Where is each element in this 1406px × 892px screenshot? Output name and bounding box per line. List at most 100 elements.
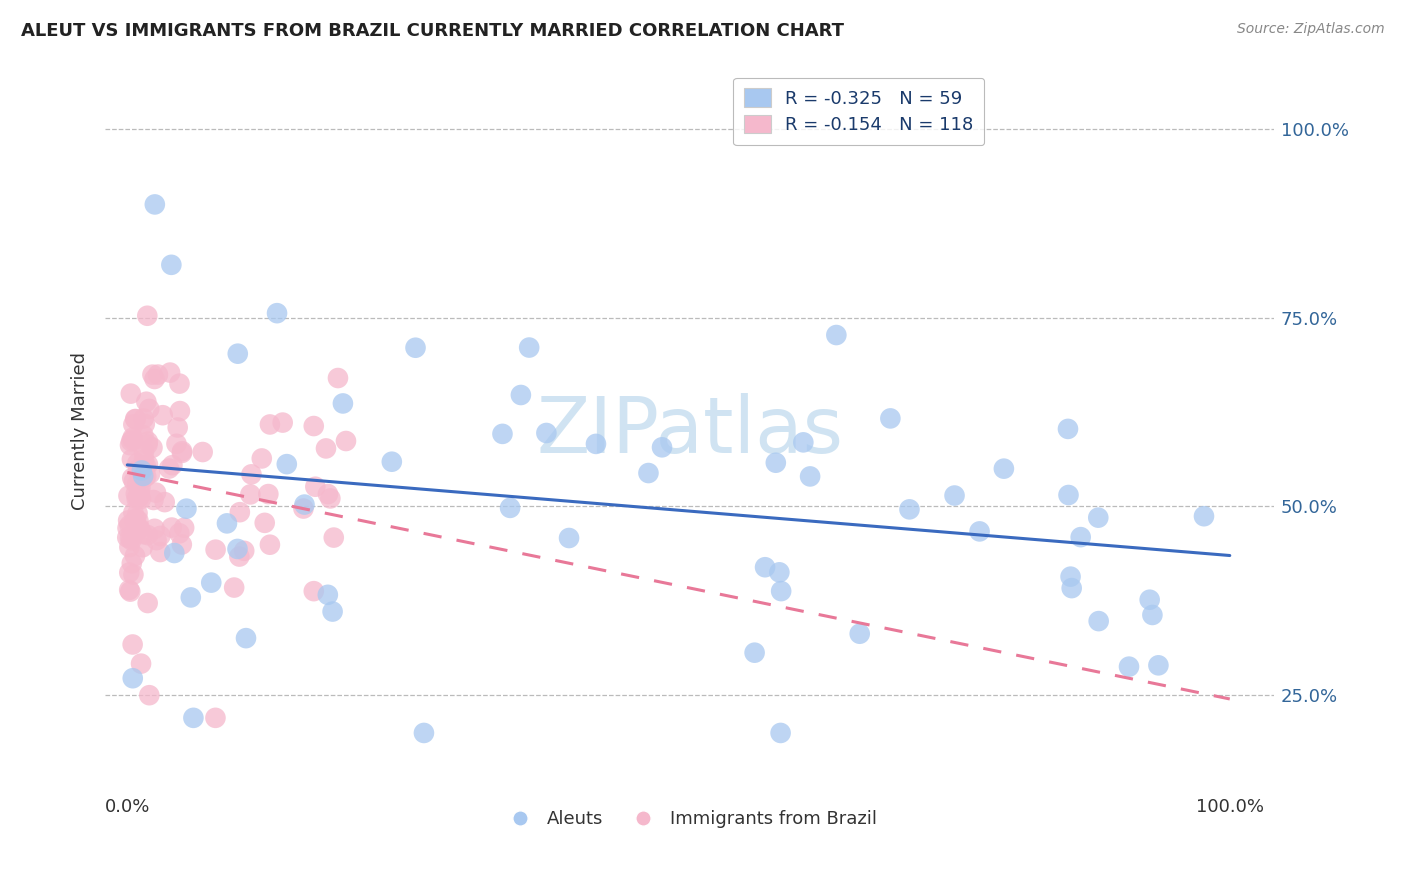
Point: [765, 456, 787, 470]
Point: [1147, 658, 1170, 673]
Point: [770, 584, 793, 599]
Point: [898, 502, 921, 516]
Point: [326, 371, 349, 385]
Point: [825, 328, 848, 343]
Point: [129, 470, 152, 484]
Point: [122, 506, 145, 520]
Point: [132, 469, 155, 483]
Point: [558, 531, 581, 545]
Point: [121, 471, 143, 485]
Point: [125, 512, 148, 526]
Point: [138, 688, 160, 702]
Point: [257, 487, 280, 501]
Point: [315, 442, 337, 456]
Point: [129, 491, 152, 506]
Point: [302, 419, 325, 434]
Point: [121, 638, 143, 652]
Point: [159, 366, 181, 380]
Point: [136, 309, 159, 323]
Point: [132, 445, 155, 459]
Point: [233, 543, 256, 558]
Point: [153, 495, 176, 509]
Point: [135, 458, 157, 473]
Point: [266, 306, 288, 320]
Point: [129, 481, 152, 495]
Point: [536, 425, 558, 440]
Point: [1057, 422, 1080, 436]
Point: [129, 522, 152, 536]
Point: [319, 491, 342, 506]
Point: [226, 347, 249, 361]
Point: [226, 541, 249, 556]
Point: [292, 501, 315, 516]
Point: [124, 514, 146, 528]
Point: [1070, 530, 1092, 544]
Point: [132, 428, 155, 442]
Point: [1087, 510, 1109, 524]
Point: [131, 463, 153, 477]
Point: [204, 711, 226, 725]
Point: [132, 411, 155, 425]
Point: [125, 487, 148, 501]
Point: [121, 671, 143, 685]
Text: Source: ZipAtlas.com: Source: ZipAtlas.com: [1237, 22, 1385, 37]
Point: [143, 197, 166, 211]
Point: [142, 493, 165, 508]
Point: [118, 531, 141, 545]
Point: [127, 456, 149, 470]
Point: [969, 524, 991, 539]
Point: [127, 462, 149, 476]
Point: [134, 470, 156, 484]
Point: [128, 484, 150, 499]
Point: [121, 557, 143, 571]
Point: [180, 591, 202, 605]
Point: [768, 566, 790, 580]
Point: [120, 533, 142, 548]
Point: [122, 567, 145, 582]
Point: [879, 411, 901, 425]
Point: [943, 489, 966, 503]
Point: [517, 341, 540, 355]
Point: [141, 368, 163, 382]
Point: [122, 417, 145, 432]
Point: [129, 465, 152, 479]
Point: [120, 434, 142, 449]
Point: [172, 444, 194, 458]
Point: [160, 258, 183, 272]
Point: [131, 541, 153, 555]
Point: [169, 376, 191, 391]
Point: [173, 521, 195, 535]
Point: [271, 416, 294, 430]
Point: [253, 516, 276, 530]
Point: [145, 533, 167, 548]
Y-axis label: Currently Married: Currently Married: [72, 352, 89, 510]
Point: [166, 436, 188, 450]
Point: [135, 394, 157, 409]
Point: [136, 458, 159, 472]
Point: [316, 588, 339, 602]
Point: [176, 501, 198, 516]
Point: [250, 451, 273, 466]
Point: [769, 726, 792, 740]
Point: [744, 646, 766, 660]
Point: [381, 455, 404, 469]
Point: [1142, 607, 1164, 622]
Point: [799, 469, 821, 483]
Point: [127, 476, 149, 491]
Point: [302, 584, 325, 599]
Point: [585, 437, 607, 451]
Point: [117, 489, 139, 503]
Point: [117, 521, 139, 535]
Point: [118, 438, 141, 452]
Point: [183, 711, 205, 725]
Point: [125, 491, 148, 506]
Point: [1087, 614, 1109, 628]
Point: [316, 487, 339, 501]
Point: [170, 446, 193, 460]
Point: [136, 437, 159, 451]
Point: [1059, 569, 1081, 583]
Point: [239, 487, 262, 501]
Point: [754, 560, 776, 574]
Point: [848, 626, 870, 640]
Point: [118, 540, 141, 554]
